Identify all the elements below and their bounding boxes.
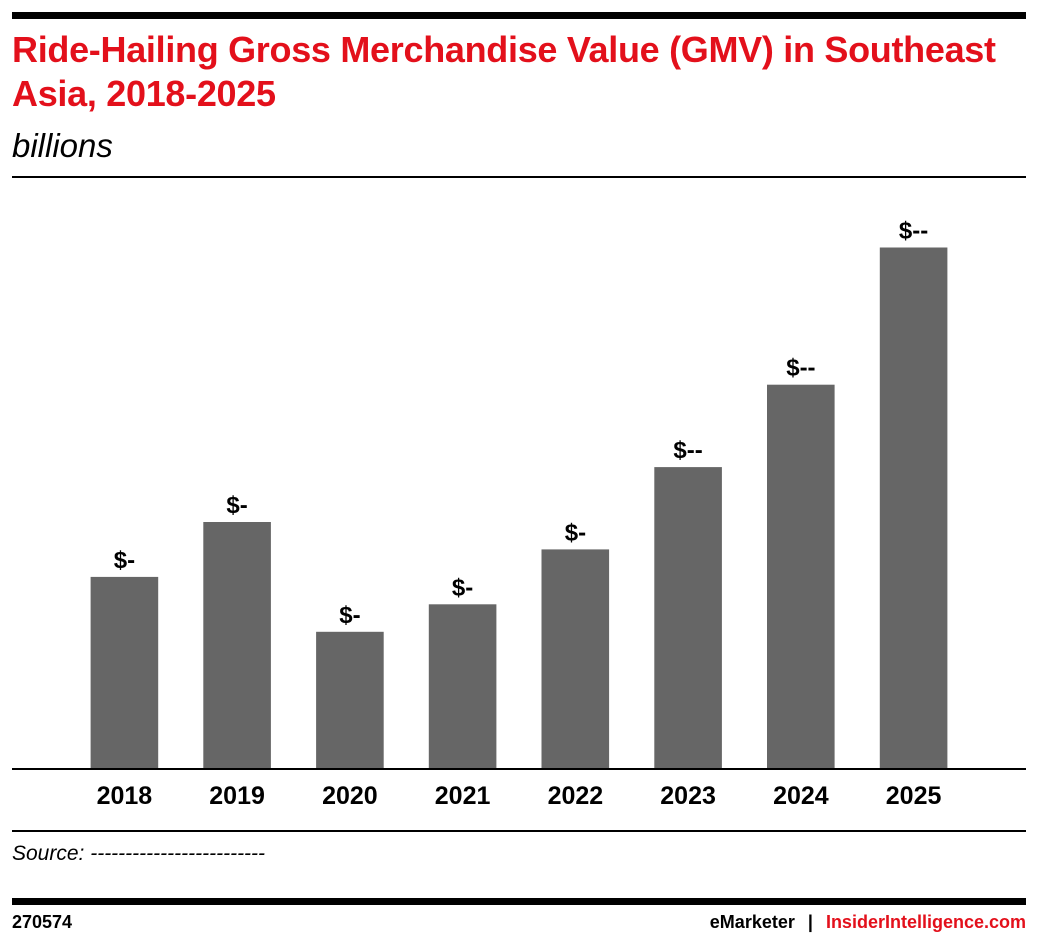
x-tick-label-2019: 2019 — [209, 782, 265, 810]
data-label-2024: $-- — [786, 355, 815, 382]
x-tick-label-2021: 2021 — [435, 782, 491, 810]
bar-2019 — [203, 522, 271, 769]
data-label-2022: $- — [565, 519, 586, 546]
data-labels-group: $- $- $- $- $- $-- $-- $-- — [114, 218, 929, 629]
bar-2021 — [428, 604, 497, 769]
bar-chart: $- $- $- $- $- $-- $-- $-- 2018 2019 2020 2021 2022… — [12, 218, 1026, 810]
brand-insider-intelligence[interactable]: InsiderIntelligence.com — [825, 912, 1026, 932]
x-tick-label-2020: 2020 — [322, 782, 378, 810]
bar-2023 — [654, 467, 722, 769]
data-label-2020: $- — [339, 602, 360, 629]
data-label-2021: $- — [452, 574, 473, 601]
brand-separator: | — [807, 912, 813, 932]
x-tick-label-2023: 2023 — [660, 782, 716, 810]
footer-brand: eMarketer | InsiderIntelligence.com — [710, 910, 1026, 934]
bottom-rule — [12, 898, 1026, 905]
data-label-2025: $-- — [899, 218, 928, 245]
bars-group — [90, 247, 948, 770]
bar-2025 — [879, 247, 948, 769]
source-divider — [12, 830, 1026, 832]
chart-title: Ride-Hailing Gross Merchandise Value (GM… — [12, 29, 996, 114]
bar-2022 — [541, 549, 610, 769]
x-tick-label-2025: 2025 — [886, 782, 942, 810]
x-tick-label-2018: 2018 — [97, 782, 153, 810]
x-tick-label-2024: 2024 — [773, 782, 829, 810]
title-divider — [12, 176, 1026, 178]
bar-2024 — [767, 384, 835, 769]
brand-emarketer[interactable]: eMarketer — [709, 912, 795, 932]
source-note: Source: ------------------------- — [12, 842, 266, 865]
data-label-2019: $- — [226, 492, 247, 519]
x-tick-labels-group: 2018 2019 2020 2021 2022 2023 2024 2025 — [97, 782, 942, 810]
bar-2018 — [90, 576, 159, 770]
bar-2020 — [316, 631, 384, 770]
chart-id: 270574 — [12, 912, 73, 932]
data-label-2023: $-- — [673, 437, 702, 464]
top-rule — [12, 12, 1026, 19]
x-tick-label-2022: 2022 — [548, 782, 604, 810]
data-label-2018: $- — [114, 547, 135, 574]
chart-subtitle: billions — [12, 127, 113, 164]
